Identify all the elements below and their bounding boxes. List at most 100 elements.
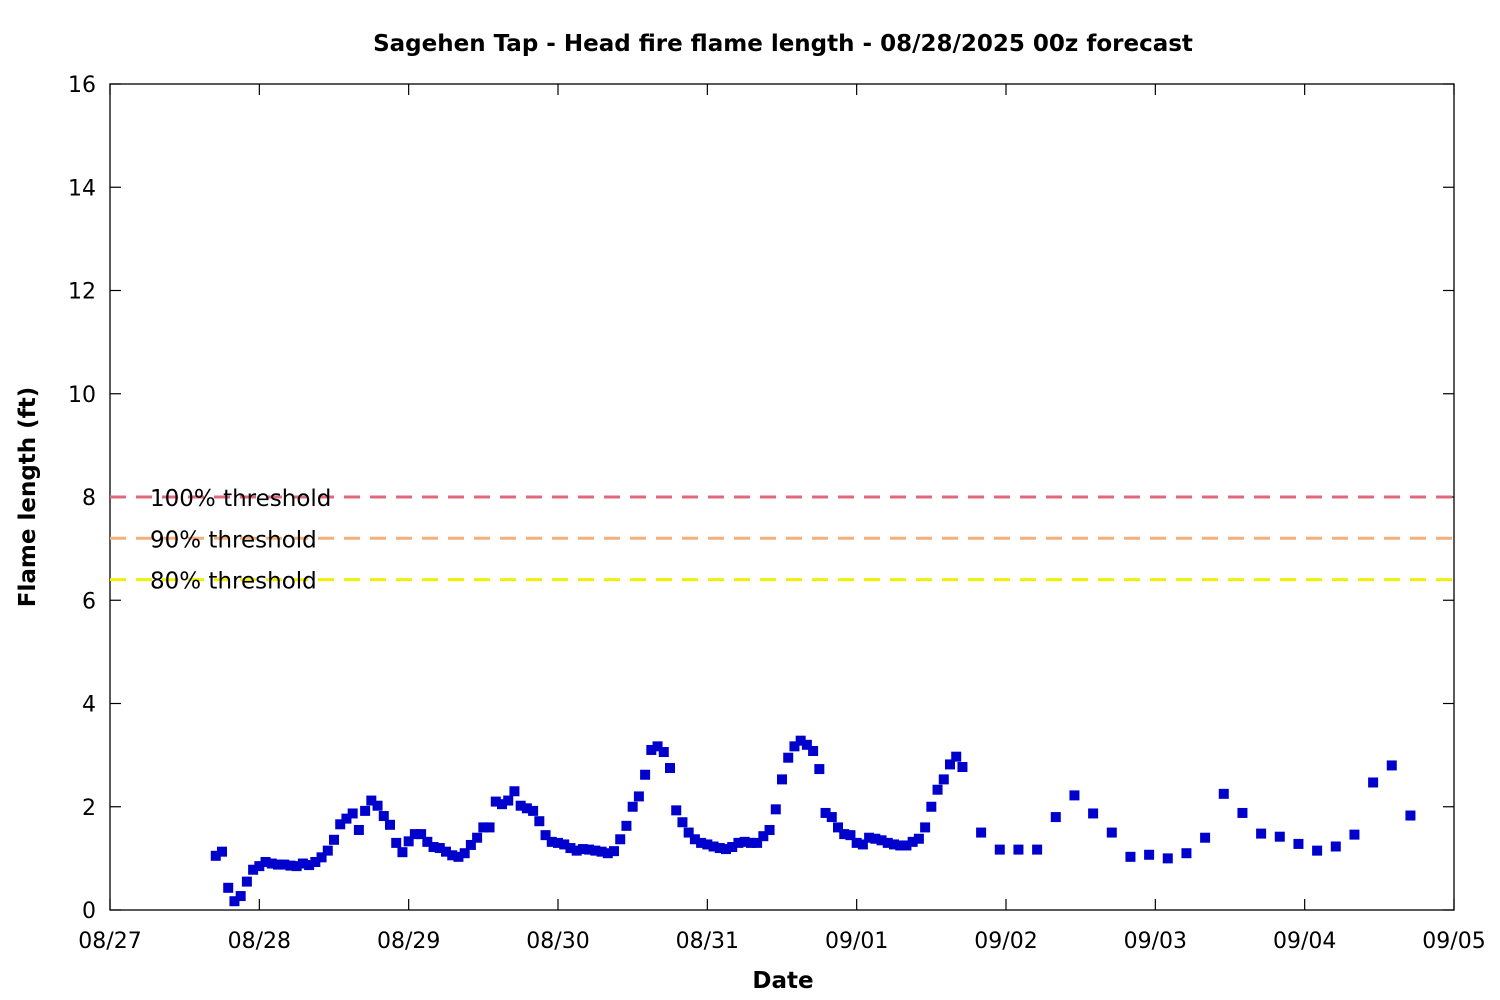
chart-title: Sagehen Tap - Head fire flame length - 0…	[373, 31, 1193, 57]
x-tick-label: 09/05	[1422, 929, 1485, 954]
data-point	[994, 844, 1005, 855]
data-point	[615, 834, 626, 845]
data-point	[789, 741, 800, 752]
data-point	[434, 843, 445, 854]
y-tick-label: 0	[82, 899, 96, 924]
data-point	[453, 851, 464, 862]
data-point	[397, 847, 408, 858]
data-point	[677, 817, 688, 828]
data-point	[235, 891, 246, 902]
data-point	[913, 833, 924, 844]
data-point	[210, 850, 221, 861]
data-point	[864, 832, 875, 843]
data-point	[640, 769, 651, 780]
data-point	[621, 820, 632, 831]
data-point	[671, 805, 682, 816]
data-point	[826, 812, 837, 823]
data-point	[795, 735, 806, 746]
data-point	[366, 795, 377, 806]
data-point	[926, 801, 937, 812]
data-point	[378, 811, 389, 822]
x-axis: 08/27 08/28 08/29 08/30 08/31 09/01 09/02 09/03…	[78, 84, 1486, 954]
y-tick-label: 12	[68, 280, 96, 305]
data-point	[428, 842, 439, 853]
data-point	[254, 861, 265, 872]
x-tick-label: 09/02	[974, 929, 1037, 954]
data-point	[808, 745, 819, 756]
data-point	[1312, 845, 1323, 856]
data-point	[509, 786, 520, 797]
data-point	[1125, 851, 1136, 862]
y-axis: 0 2 4 6 8 10 12 14 16	[68, 73, 1454, 924]
data-point	[521, 803, 532, 814]
data-point	[341, 813, 352, 824]
data-point	[1069, 790, 1080, 801]
data-point	[857, 839, 868, 850]
data-point	[889, 839, 899, 850]
data-point	[652, 741, 663, 752]
data-point	[279, 859, 290, 870]
data-point	[758, 831, 769, 842]
y-tick-label: 4	[82, 693, 96, 718]
data-point	[870, 833, 881, 844]
data-point	[266, 858, 277, 869]
data-point	[609, 846, 619, 857]
data-point	[347, 808, 358, 819]
data-point	[577, 844, 588, 855]
data-points	[210, 735, 1416, 907]
data-point	[920, 822, 931, 833]
data-point	[1144, 849, 1155, 860]
data-point	[241, 876, 252, 887]
x-tick-label: 08/28	[228, 929, 291, 954]
data-point	[391, 837, 402, 848]
data-point	[596, 846, 607, 857]
data-point	[260, 856, 271, 867]
data-point	[329, 834, 339, 845]
data-point	[297, 858, 308, 869]
data-point	[229, 896, 240, 907]
data-point	[335, 819, 346, 830]
data-point	[1218, 788, 1229, 799]
data-point	[248, 864, 259, 875]
data-point	[217, 846, 227, 857]
data-point	[696, 837, 707, 848]
x-tick-label: 08/27	[78, 929, 141, 954]
data-point	[1368, 777, 1379, 788]
y-axis-label: Flame length (ft)	[15, 387, 41, 607]
data-point	[1405, 810, 1416, 821]
data-point	[739, 836, 750, 847]
data-point	[683, 827, 694, 838]
data-point	[416, 829, 427, 840]
data-point	[976, 827, 987, 838]
data-point	[882, 837, 893, 848]
data-point	[1386, 760, 1397, 771]
data-point	[932, 784, 943, 795]
data-point	[839, 829, 850, 840]
data-point	[490, 796, 501, 807]
data-point	[1293, 838, 1304, 849]
data-point	[403, 836, 414, 847]
data-point	[322, 845, 333, 856]
data-point	[571, 845, 582, 856]
data-point	[1237, 807, 1248, 818]
x-tick-label: 08/31	[676, 929, 739, 954]
data-point	[646, 744, 657, 755]
data-point	[658, 747, 669, 758]
threshold-label: 100% threshold	[150, 486, 331, 512]
data-point	[565, 843, 576, 854]
data-point	[409, 829, 420, 840]
data-point	[702, 839, 713, 850]
data-point	[633, 791, 644, 802]
y-tick-label: 14	[68, 176, 96, 201]
y-tick-label: 2	[82, 796, 96, 821]
data-point	[503, 795, 514, 806]
data-point	[689, 834, 700, 845]
x-tick-label: 08/29	[377, 929, 440, 954]
x-tick-label: 09/01	[825, 929, 888, 954]
data-point	[833, 822, 843, 833]
data-point	[708, 841, 719, 852]
data-point	[459, 848, 470, 859]
data-point	[316, 852, 327, 863]
data-point	[945, 759, 955, 770]
data-point	[814, 764, 825, 775]
